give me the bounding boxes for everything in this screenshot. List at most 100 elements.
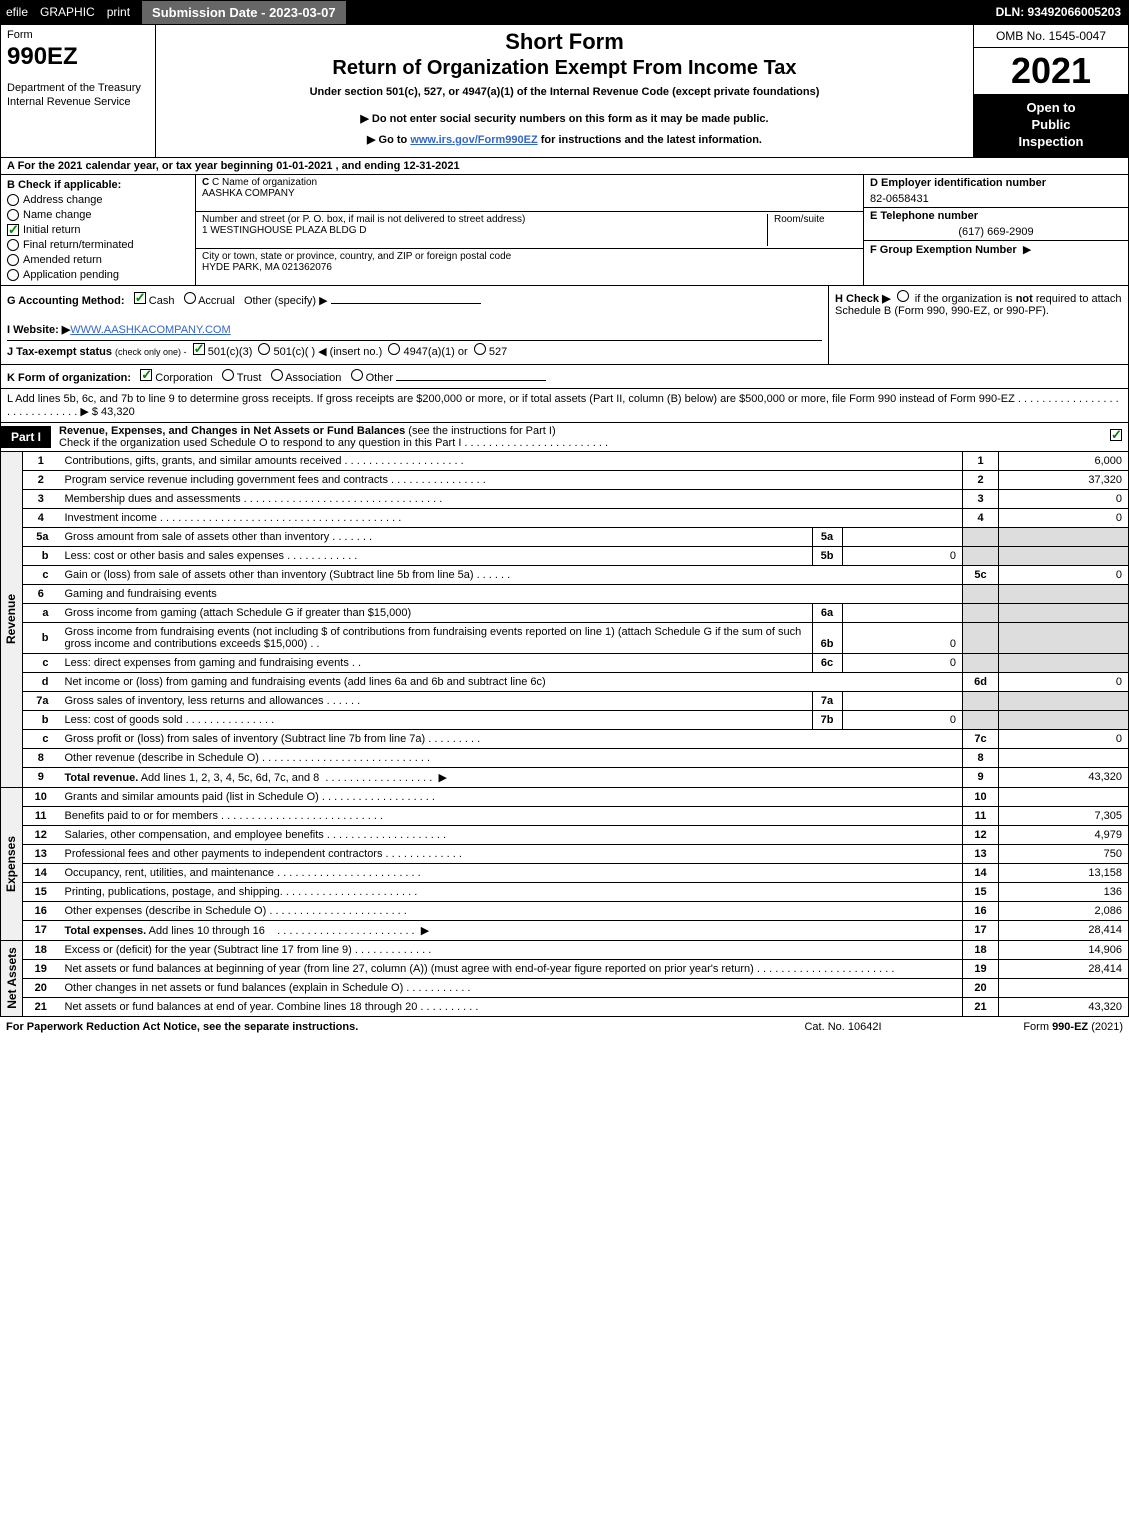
line-7c: cGross profit or (loss) from sales of in… <box>23 729 1129 748</box>
header-right: OMB No. 1545-0047 2021 Open toPublicInsp… <box>973 25 1128 157</box>
revenue-section: Revenue 1Contributions, gifts, grants, a… <box>0 452 1129 788</box>
line-19: 19Net assets or fund balances at beginni… <box>23 959 1129 978</box>
chk-501c3[interactable] <box>193 343 205 355</box>
form-header: Form 990EZ Department of the TreasuryInt… <box>0 24 1129 158</box>
irs-link[interactable]: www.irs.gov/Form990EZ <box>410 134 537 146</box>
form-subtitle: Under section 501(c), 527, or 4947(a)(1)… <box>164 86 965 98</box>
ein-label: D Employer identification number <box>864 175 1128 191</box>
l-text: L Add lines 5b, 6c, and 7b to line 9 to … <box>7 393 1119 418</box>
line-12: 12Salaries, other compensation, and empl… <box>23 825 1129 844</box>
part-i-tab: Part I <box>1 426 51 448</box>
header-left: Form 990EZ Department of the TreasuryInt… <box>1 25 156 157</box>
chk-501c[interactable] <box>258 343 270 355</box>
i-label: I Website: ▶ <box>7 324 70 336</box>
line-17: 17Total expenses. Add lines 10 through 1… <box>23 920 1129 940</box>
form-title-2: Return of Organization Exempt From Incom… <box>164 57 965 80</box>
chk-final-return[interactable] <box>7 239 19 251</box>
l-val: 43,320 <box>101 406 135 418</box>
lbl-501c: 501(c)( ) ◀ (insert no.) <box>274 346 383 358</box>
omb-number: OMB No. 1545-0047 <box>974 25 1128 48</box>
form-note-1: ▶ Do not enter social security numbers o… <box>164 112 965 125</box>
footer-right: Form 990-EZ (2021) <box>943 1021 1123 1033</box>
lbl-address-change: Address change <box>23 194 103 206</box>
print-link[interactable]: print <box>101 5 136 19</box>
net-assets-side: Net Assets <box>0 941 22 1017</box>
chk-accrual[interactable] <box>184 292 196 304</box>
line-16: 16Other expenses (describe in Schedule O… <box>23 901 1129 920</box>
j-note: (check only one) - <box>115 347 187 357</box>
other-org-line[interactable] <box>396 380 546 381</box>
chk-corporation[interactable] <box>140 369 152 381</box>
chk-name-change[interactable] <box>7 209 19 221</box>
chk-other-org[interactable] <box>351 369 363 381</box>
ein-value: 82-0658431 <box>864 191 1128 207</box>
note1-text: Do not enter social security numbers on … <box>372 113 769 125</box>
row-city: City or town, state or province, country… <box>196 249 863 285</box>
tax-year: 2021 <box>974 48 1128 94</box>
dln: DLN: 93492066005203 <box>988 5 1129 19</box>
lbl-501c3: 501(c)(3) <box>208 346 253 358</box>
k-label: K Form of organization: <box>7 372 131 384</box>
efile-link[interactable]: efile <box>0 5 34 19</box>
line-1: 1Contributions, gifts, grants, and simil… <box>23 452 1129 471</box>
chk-initial-return[interactable] <box>7 224 19 236</box>
line-6c: cLess: direct expenses from gaming and f… <box>23 653 1129 672</box>
form-label: Form <box>7 29 149 41</box>
info-block: B Check if applicable: Address change Na… <box>0 175 1129 286</box>
revenue-side: Revenue <box>0 452 22 788</box>
chk-cash[interactable] <box>134 292 146 304</box>
part-i-chk <box>1104 429 1128 444</box>
street-label: Number and street (or P. O. box, if mail… <box>202 214 767 225</box>
lbl-527: 527 <box>489 346 507 358</box>
note2-pre: Go to <box>379 134 411 146</box>
lbl-name-change: Name change <box>23 209 92 221</box>
header-center: Short Form Return of Organization Exempt… <box>156 25 973 157</box>
section-l: L Add lines 5b, 6c, and 7b to line 9 to … <box>0 389 1129 423</box>
line-7a: 7aGross sales of inventory, less returns… <box>23 691 1129 710</box>
chk-schedule-o[interactable] <box>1110 429 1122 441</box>
line-5c: cGain or (loss) from sale of assets othe… <box>23 565 1129 584</box>
lbl-amended-return: Amended return <box>23 254 102 266</box>
lbl-corporation: Corporation <box>155 372 212 384</box>
open-to-public: Open toPublicInspection <box>974 94 1128 157</box>
footer: For Paperwork Reduction Act Notice, see … <box>0 1017 1129 1037</box>
website-link[interactable]: WWW.AASHKACOMPANY.COM <box>70 324 230 336</box>
expenses-side: Expenses <box>0 788 22 941</box>
section-g-h: G Accounting Method: Cash Accrual Other … <box>0 286 1129 365</box>
line-21: 21Net assets or fund balances at end of … <box>23 997 1129 1016</box>
line-2: 2Program service revenue including gover… <box>23 470 1129 489</box>
lbl-application-pending: Application pending <box>23 269 119 281</box>
other-specify-line[interactable] <box>331 303 481 304</box>
chk-amended-return[interactable] <box>7 254 19 266</box>
lbl-4947: 4947(a)(1) or <box>403 346 467 358</box>
chk-h[interactable] <box>897 290 909 302</box>
g-right: H Check ▶ if the organization is not req… <box>828 286 1128 364</box>
col-b-label: B Check if applicable: <box>7 179 189 191</box>
line-15: 15Printing, publications, postage, and s… <box>23 882 1129 901</box>
lbl-trust: Trust <box>237 372 262 384</box>
chk-4947[interactable] <box>388 343 400 355</box>
chk-association[interactable] <box>271 369 283 381</box>
graphic-link[interactable]: GRAPHIC <box>34 5 101 19</box>
chk-trust[interactable] <box>222 369 234 381</box>
chk-527[interactable] <box>474 343 486 355</box>
phone-label: E Telephone number <box>864 207 1128 224</box>
submission-date: Submission Date - 2023-03-07 <box>142 1 346 24</box>
expenses-section: Expenses 10Grants and similar amounts pa… <box>0 788 1129 941</box>
lbl-association: Association <box>285 372 341 384</box>
top-bar: efile GRAPHIC print Submission Date - 20… <box>0 0 1129 24</box>
line-9: 9Total revenue. Add lines 1, 2, 3, 4, 5c… <box>23 767 1129 787</box>
form-title-1: Short Form <box>164 29 965 55</box>
col-c: C C Name of organization AASHKA COMPANY … <box>196 175 863 285</box>
part-i-title: Revenue, Expenses, and Changes in Net As… <box>51 423 1104 451</box>
line-6: 6Gaming and fundraising events <box>23 584 1129 603</box>
expenses-table: 10Grants and similar amounts paid (list … <box>22 788 1129 941</box>
row-street: Number and street (or P. O. box, if mail… <box>196 212 863 249</box>
part-i-header: Part I Revenue, Expenses, and Changes in… <box>0 423 1129 452</box>
row-org-name: C C Name of organization AASHKA COMPANY <box>196 175 863 212</box>
lbl-cash: Cash <box>149 295 175 307</box>
chk-address-change[interactable] <box>7 194 19 206</box>
chk-application-pending[interactable] <box>7 269 19 281</box>
line-14: 14Occupancy, rent, utilities, and mainte… <box>23 863 1129 882</box>
lbl-initial-return: Initial return <box>23 224 80 236</box>
